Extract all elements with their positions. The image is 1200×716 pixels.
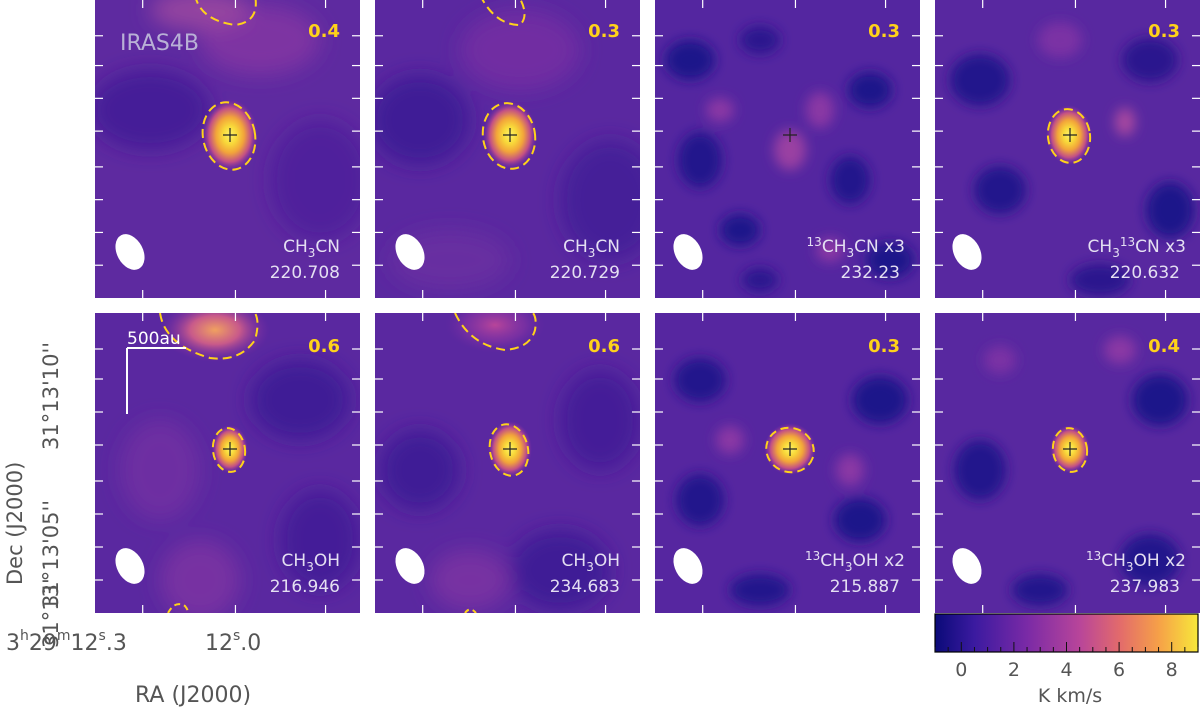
ra-tick-labels: 3h29m12s.3 12s.0 — [6, 628, 261, 656]
colorbar-tick-label: 0 — [955, 659, 967, 681]
dec-tick-label: 31°13'10'' — [39, 342, 63, 450]
panel-13ch3oh-215887: 0.3 13CH3OH x2 215.887 — [655, 313, 920, 613]
colorbar-tick-label: 4 — [1060, 659, 1072, 681]
dec-tick-label: 31°13' — [39, 578, 63, 648]
frequency-label: 220.708 — [270, 263, 340, 283]
contour-level-label: 0.4 — [1148, 336, 1180, 357]
species-label: CH3OH — [282, 551, 340, 574]
frequency-label: 220.729 — [550, 263, 620, 283]
panel-13ch3oh-237983: 0.4 13CH3OH x2 237.983 — [935, 313, 1200, 613]
panel-ch3cn-220729: 0.3 CH3CN 220.729 — [375, 0, 640, 298]
colorbar-label: K km/s — [1038, 685, 1102, 707]
panel-ch313cn-220632: 0.3 CH313CN x3 220.632 — [935, 0, 1200, 298]
ra-axis-label: RA (J2000) — [135, 683, 251, 708]
species-label: CH313CN x3 — [1088, 235, 1186, 260]
frequency-label: 215.887 — [830, 577, 900, 597]
panel-13ch3cn-23223: 0.3 13CH3CN x3 232.23 — [655, 0, 920, 298]
colorbar-tick-label: 2 — [1008, 659, 1020, 681]
species-label: 13CH3CN x3 — [807, 235, 905, 260]
panel-ch3oh-234683: 0.6 CH3OH 234.683 — [375, 313, 640, 613]
colorbar-ticks — [934, 642, 1199, 652]
scale-bar-label: 500au — [127, 329, 181, 349]
species-label: CH3CN — [563, 237, 620, 260]
axis-ticks — [95, 0, 1200, 613]
frequency-label: 216.946 — [270, 577, 340, 597]
dec-tick-labels: 31°13'10'' 31°13'05'' 31°13' — [39, 342, 63, 648]
colorbar-tick-labels: 0 2 4 6 8 — [955, 659, 1177, 681]
colorbar: 0 2 4 6 8 K km/s — [934, 613, 1199, 707]
panel-ch3cn-220708: IRAS4B 0.4 CH3CN 220.708 — [95, 0, 360, 298]
colorbar-tick-label: 8 — [1166, 659, 1178, 681]
frequency-label: 237.983 — [1110, 577, 1180, 597]
species-label: 13CH3OH x2 — [805, 549, 905, 574]
contour-level-label: 0.4 — [308, 21, 340, 42]
contour-level-label: 0.6 — [588, 336, 620, 357]
source-label: IRAS4B — [120, 31, 199, 56]
contour-level-label: 0.3 — [588, 21, 620, 42]
ra-tick-label-main: 3h29m12s.3 — [6, 628, 127, 656]
colorbar-tick-label: 6 — [1113, 659, 1125, 681]
species-label: CH3CN — [283, 237, 340, 260]
contour-level-label: 0.3 — [1148, 21, 1180, 42]
species-label: 13CH3OH x2 — [1086, 549, 1186, 574]
frequency-label: 220.632 — [1110, 263, 1180, 283]
ra-tick-label-second: 12s.0 — [205, 628, 261, 656]
dec-tick-label: 31°13'05'' — [39, 500, 63, 608]
frequency-label: 232.23 — [841, 263, 900, 283]
dec-axis-label: Dec (J2000) — [3, 462, 27, 585]
panel-ch3oh-216946: 500au 0.6 CH3OH 216.946 — [95, 313, 360, 613]
contour-level-label: 0.3 — [868, 21, 900, 42]
species-label: CH3OH — [562, 551, 620, 574]
frequency-label: 234.683 — [550, 577, 620, 597]
contour-level-label: 0.3 — [868, 336, 900, 357]
contour-level-label: 0.6 — [308, 336, 340, 357]
